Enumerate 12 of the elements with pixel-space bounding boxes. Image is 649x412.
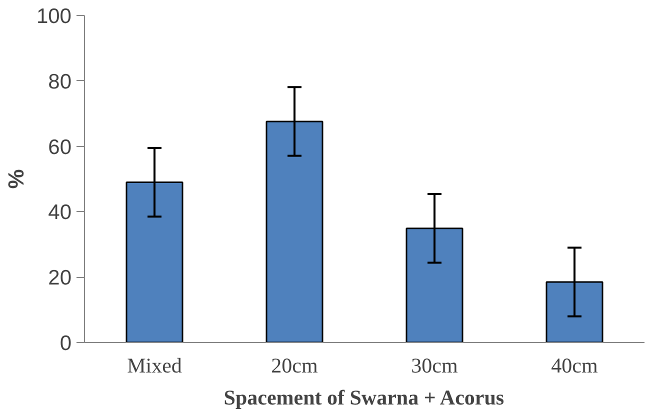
y-tick-label: 0 bbox=[60, 332, 72, 355]
y-tick-label: 20 bbox=[48, 266, 72, 290]
x-tick-label: 30cm bbox=[411, 354, 458, 378]
x-tick-label: 40cm bbox=[551, 354, 598, 378]
x-axis-title: Spacement of Swarna + Acorus bbox=[224, 386, 504, 410]
x-tick-label: 20cm bbox=[271, 354, 318, 378]
y-tick-label: 80 bbox=[48, 70, 72, 94]
y-tick-label: 60 bbox=[48, 136, 72, 159]
y-axis-title: % bbox=[3, 169, 28, 189]
y-tick-label: 100 bbox=[36, 5, 72, 28]
x-tick-label: Mixed bbox=[127, 354, 182, 378]
y-tick-label: 40 bbox=[48, 201, 72, 224]
